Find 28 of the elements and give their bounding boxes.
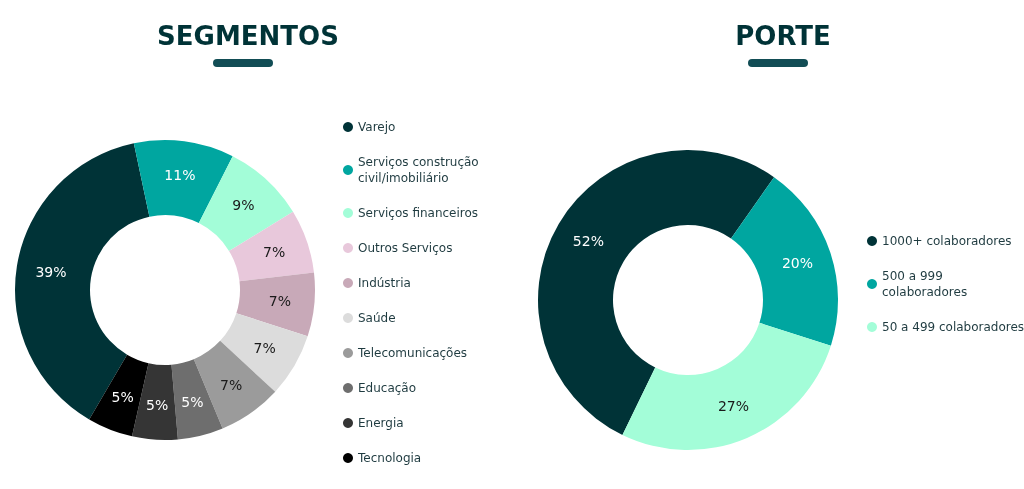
data-label: 9%	[232, 197, 255, 214]
chart-title: SEGMENTOS	[157, 21, 339, 51]
legend-label: Energia	[358, 416, 404, 430]
data-label: 52%	[572, 233, 604, 250]
data-label: 7%	[263, 244, 286, 261]
legend-label: 50 a 499 colaboradores	[882, 320, 1024, 334]
data-label: 39%	[35, 263, 67, 280]
data-label: 27%	[717, 398, 750, 415]
legend-label: Outros Serviços	[358, 241, 453, 255]
data-label: 7%	[268, 293, 292, 310]
legend-label: Saúde	[358, 311, 396, 325]
legend-label: Educação	[358, 381, 417, 395]
legend-label: Varejo	[358, 120, 396, 134]
legend-label: 1000+ colaboradores	[882, 234, 1012, 248]
data-label: 20%	[781, 255, 814, 272]
data-label: 5%	[111, 389, 134, 406]
legend-label: 500 a 999 colaboradores	[882, 269, 968, 299]
data-label: 7%	[220, 376, 243, 393]
data-label: 5%	[181, 394, 204, 411]
legend-label: Telecomunicações	[357, 346, 468, 360]
legend-label: Serviços construção civil/imobiliário	[358, 155, 483, 185]
data-label: 5%	[146, 397, 169, 414]
legend-label: Tecnologia	[357, 451, 422, 465]
chart-title: PORTE	[735, 21, 831, 51]
legend-label: Serviços financeiros	[358, 206, 479, 220]
legend-label: Indústria	[358, 276, 411, 290]
data-label: 11%	[164, 167, 196, 184]
data-label: 7%	[253, 340, 276, 357]
